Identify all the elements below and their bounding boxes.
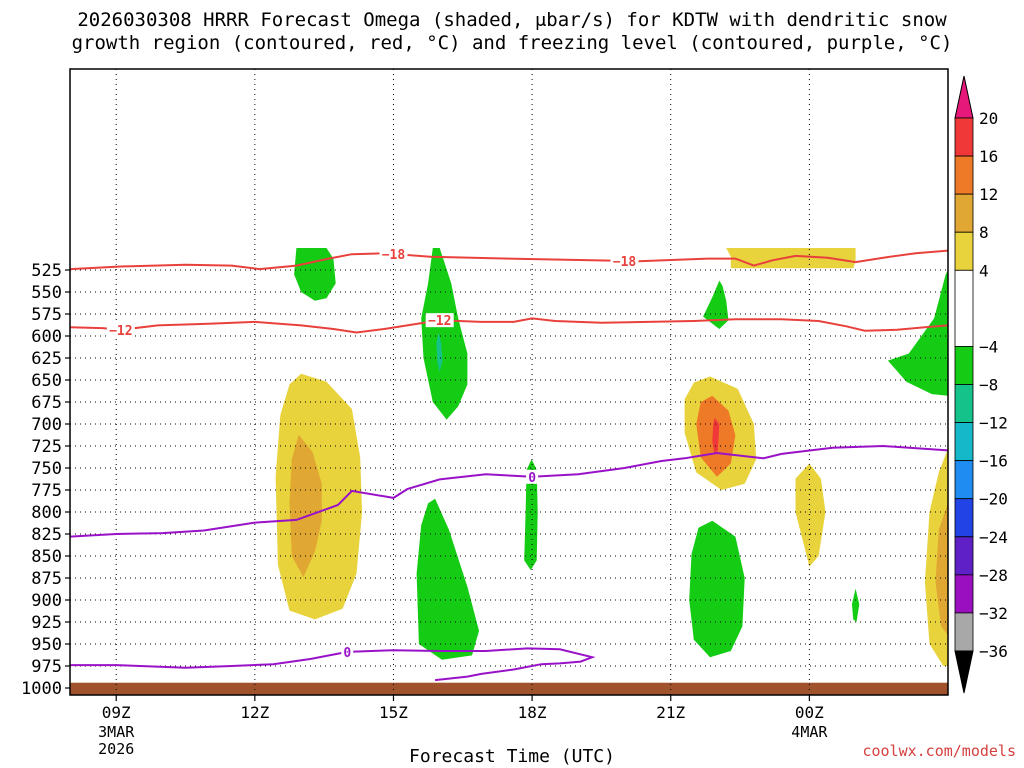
y-tick-label-600: 600 (31, 327, 62, 347)
x-tick-label-21Z: 21Z (656, 703, 685, 722)
colorbar-bin-1 (955, 156, 973, 194)
colorbar-bin-5 (955, 346, 973, 384)
x-tick-label-00Z: 00Z (795, 703, 824, 722)
y-tick-label-625: 625 (31, 349, 62, 369)
colorbar-label-2: 12 (979, 185, 998, 204)
y-tick-label-725: 725 (31, 437, 62, 457)
y-tick-label-900: 900 (31, 591, 62, 611)
dgz-contour-label-0-1: −18 (613, 255, 637, 270)
freezing-contour-label-1-0: 0 (343, 646, 351, 661)
colorbar-label-5: −4 (979, 337, 998, 356)
colorbar-bin-3 (955, 232, 973, 270)
omega-region-11 (689, 521, 745, 657)
colorbar-bin-6 (955, 385, 973, 423)
colorbar-bin-11 (955, 575, 973, 613)
x-tick-label-15Z: 15Z (379, 703, 408, 722)
colorbar-bin-9 (955, 499, 973, 537)
x-tick-label-09Z: 09Z (102, 703, 131, 722)
colorbar-bin-10 (955, 537, 973, 575)
colorbar-bin-7 (955, 423, 973, 461)
colorbar-bottom-arrow (955, 651, 973, 693)
omega-region-1 (421, 248, 467, 420)
chart-canvas: −18 −18 −12 −12 0 0 52555057560062565067570072… (0, 0, 1024, 768)
omega-region-7 (703, 281, 728, 329)
dgz-contour-line-1 (70, 318, 948, 332)
colorbar-label-10: −24 (979, 528, 1008, 547)
colorbar-label-8: −16 (979, 452, 1008, 471)
y-tick-label-575: 575 (31, 305, 62, 325)
plot-frame (70, 69, 948, 695)
colorbar-bin-0 (955, 118, 973, 156)
x-tick-sublabel-09Z: 3MAR (98, 723, 135, 741)
y-tick-label-675: 675 (31, 393, 62, 413)
colorbar-bin-4 (955, 270, 973, 346)
colorbar-top-arrow (955, 76, 973, 118)
colorbar-bin-2 (955, 194, 973, 232)
y-tick-label-925: 925 (31, 613, 62, 633)
y-tick-label-1000: 1000 (21, 679, 62, 699)
y-tick-label-650: 650 (31, 371, 62, 391)
colorbar-label-4: 4 (979, 261, 989, 280)
colorbar-label-0: 20 (979, 109, 998, 128)
omega-region-14 (796, 464, 826, 567)
freezing-contour-label-0-0: 0 (528, 471, 536, 486)
y-tick-label-700: 700 (31, 415, 62, 435)
omega-region-17 (852, 589, 859, 622)
x-tick-sublabel-00Z: 4MAR (791, 723, 828, 741)
y-tick-label-975: 975 (31, 657, 62, 677)
ground-strip (70, 683, 948, 695)
source-credit: coolwx.com/models (862, 742, 1016, 760)
omega-region-13 (888, 270, 948, 396)
colorbar-bin-12 (955, 613, 973, 651)
colorbar-bin-8 (955, 461, 973, 499)
dgz-contour-label-0-0: −18 (382, 248, 406, 263)
dgz-contour-label-1-0: −12 (109, 324, 132, 339)
omega-region-5 (417, 499, 479, 660)
colorbar-label-1: 16 (979, 147, 998, 166)
dgz-contour-label-1-1: −12 (428, 314, 451, 329)
colorbar-label-3: 8 (979, 223, 989, 242)
colorbar-label-7: −12 (979, 414, 1008, 433)
colorbar-label-6: −8 (979, 376, 998, 395)
freezing-contour-line-1 (70, 648, 592, 680)
y-tick-label-875: 875 (31, 569, 62, 589)
y-tick-label-775: 775 (31, 481, 62, 501)
y-tick-label-950: 950 (31, 635, 62, 655)
plot-area: −18 −18 −12 −12 0 0 (70, 69, 948, 695)
y-tick-label-825: 825 (31, 525, 62, 545)
x-tick-label-12Z: 12Z (240, 703, 269, 722)
x-tick-label-18Z: 18Z (518, 703, 547, 722)
colorbar: 20 16 12 8 4 −4 −8 −12 −16 −20 −24 −28 −32 −36 (955, 76, 1008, 693)
colorbar-label-11: −28 (979, 566, 1008, 585)
colorbar-label-12: −32 (979, 604, 1008, 623)
omega-region-0 (294, 248, 336, 301)
colorbar-label-13: −36 (979, 642, 1008, 661)
colorbar-label-9: −20 (979, 490, 1008, 509)
y-tick-label-800: 800 (31, 503, 62, 523)
y-tick-label-550: 550 (31, 283, 62, 303)
y-tick-label-850: 850 (31, 547, 62, 567)
y-tick-label-525: 525 (31, 261, 62, 281)
gridlines (70, 69, 948, 695)
y-tick-label-750: 750 (31, 459, 62, 479)
